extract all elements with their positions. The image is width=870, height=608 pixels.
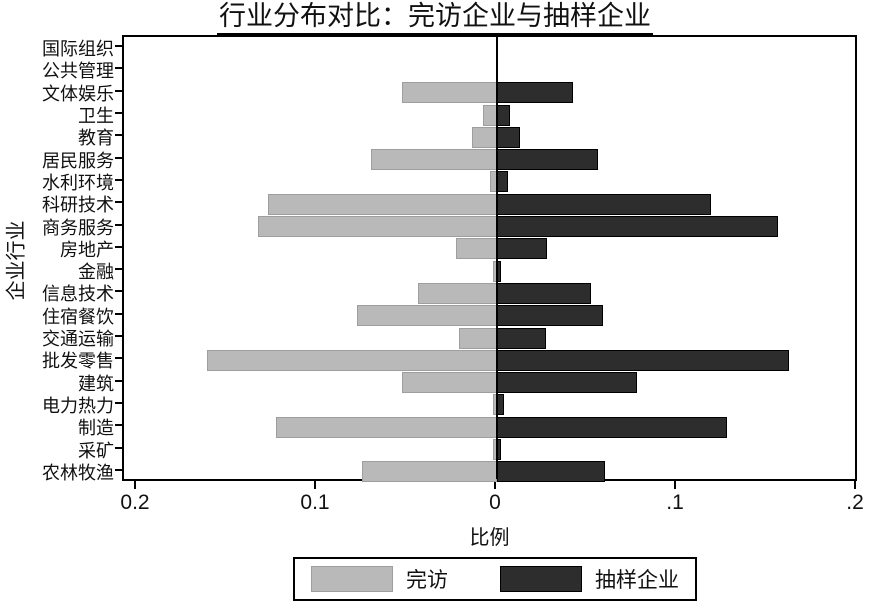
category-label: 采矿 (78, 440, 114, 461)
bar-sample (497, 104, 510, 126)
category-label: 商务服务 (42, 217, 114, 238)
bar-sample (497, 461, 605, 483)
bar-sample (497, 193, 712, 215)
category-label: 国际组织 (42, 39, 114, 60)
y-tick-mark (115, 134, 123, 137)
x-tick-label: .1 (666, 491, 684, 514)
category-label: 批发零售 (42, 351, 114, 372)
x-tick-label: 0 (489, 491, 501, 514)
bar-sample (497, 282, 591, 304)
bar-survey (356, 305, 497, 327)
bar-survey (417, 282, 497, 304)
y-tick-mark (115, 424, 123, 427)
y-tick-mark (115, 112, 123, 115)
bar-sample (497, 416, 728, 438)
legend-swatch-survey (311, 566, 393, 592)
bar-survey (257, 216, 497, 238)
bar-survey (459, 327, 497, 349)
y-tick-mark (115, 245, 123, 248)
bar-survey (471, 126, 497, 148)
bar-sample (497, 349, 789, 371)
x-tick-mark (314, 481, 316, 489)
zero-baseline (495, 37, 499, 479)
legend-item-survey: 完访 (311, 564, 448, 594)
category-label: 信息技术 (42, 284, 114, 305)
bar-survey (401, 372, 497, 394)
category-label: 卫生 (78, 106, 114, 127)
bar-survey (401, 82, 497, 104)
chart-title: 行业分布对比：完访企业与抽样企业 (0, 1, 870, 35)
bar-sample (497, 171, 508, 193)
y-tick-mark (115, 468, 123, 471)
bar-sample (497, 149, 598, 171)
x-tick-mark (494, 481, 496, 489)
bar-sample (497, 126, 521, 148)
category-label: 教育 (78, 128, 114, 149)
y-tick-mark (115, 335, 123, 338)
y-tick-mark (115, 290, 123, 293)
y-tick-mark (115, 379, 123, 382)
x-tick-label: 0.1 (300, 491, 330, 514)
y-tick-mark (115, 268, 123, 271)
chart-title-text: 行业分布对比：完访企业与抽样企业 (217, 1, 653, 35)
x-tick-mark (674, 481, 676, 489)
plot-area (122, 35, 857, 483)
x-tick-label: 0.2 (120, 491, 150, 514)
y-tick-mark (115, 178, 123, 181)
y-tick-mark (115, 89, 123, 92)
category-label: 居民服务 (42, 150, 114, 171)
y-tick-mark (115, 67, 123, 70)
x-axis-label: 比例 (469, 527, 510, 549)
bar-survey (207, 349, 497, 371)
bar-sample (497, 216, 778, 238)
y-tick-mark (115, 223, 123, 226)
bar-survey (275, 416, 497, 438)
y-tick-mark (115, 45, 123, 48)
category-label: 水利环境 (42, 172, 114, 193)
y-tick-mark (115, 201, 123, 204)
y-tick-mark (115, 401, 123, 404)
category-label: 金融 (78, 262, 114, 283)
legend: 完访 抽样企业 (293, 557, 697, 601)
category-label: 电力热力 (42, 395, 114, 416)
category-label: 交通运输 (42, 329, 114, 350)
category-label: 公共管理 (42, 61, 114, 82)
category-label: 科研技术 (42, 195, 114, 216)
bar-survey (455, 238, 497, 260)
legend-item-sample: 抽样企业 (500, 564, 679, 594)
category-label: 农林牧渔 (42, 462, 114, 483)
legend-swatch-sample (500, 566, 582, 592)
category-label: 文体娱乐 (42, 83, 114, 104)
bar-sample (497, 238, 548, 260)
bar-survey (268, 193, 497, 215)
legend-label-survey: 完访 (406, 569, 448, 592)
category-label: 建筑 (78, 373, 114, 394)
x-tick-mark (134, 481, 136, 489)
bar-survey (371, 149, 497, 171)
category-label: 制造 (78, 418, 114, 439)
bar-sample (497, 327, 546, 349)
y-tick-mark (115, 357, 123, 360)
bar-sample (497, 305, 604, 327)
x-tick-label: .2 (846, 491, 864, 514)
category-label: 房地产 (60, 239, 114, 260)
bar-sample (497, 372, 638, 394)
y-tick-mark (115, 312, 123, 315)
category-label: 住宿餐饮 (42, 306, 114, 327)
y-tick-mark (115, 446, 123, 449)
bar-sample (497, 82, 573, 104)
legend-label-sample: 抽样企业 (595, 569, 679, 592)
bar-survey (362, 461, 497, 483)
x-tick-mark (854, 481, 856, 489)
y-tick-mark (115, 156, 123, 159)
